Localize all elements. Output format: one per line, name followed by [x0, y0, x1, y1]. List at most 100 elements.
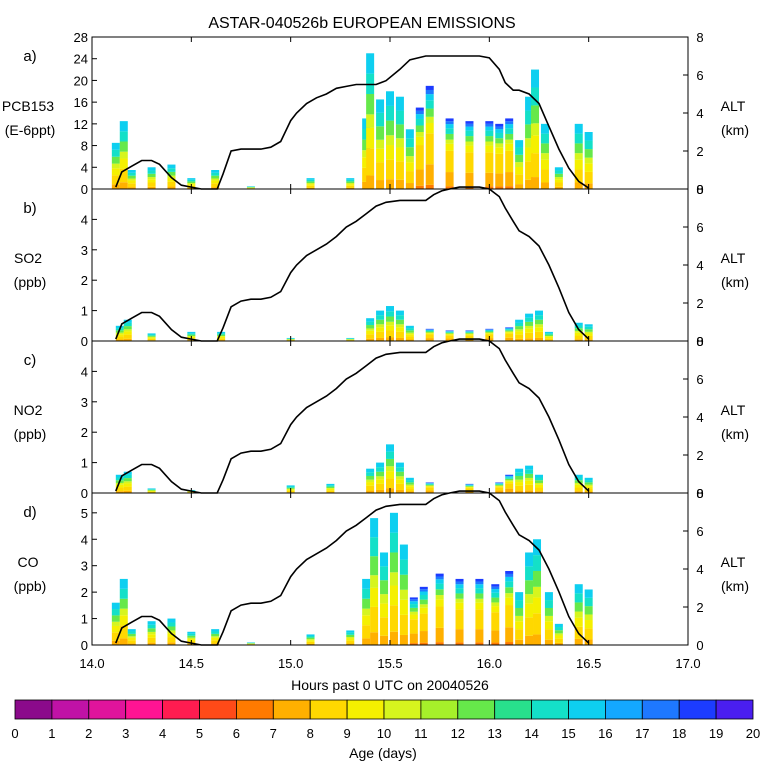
- panel-2-bar-17-seg-5: [535, 477, 543, 481]
- panel-3-bar-9-seg-6: [346, 630, 355, 633]
- panel-0-bar-6-seg-6: [211, 170, 220, 173]
- panel-1-bar-9-seg-5: [386, 311, 394, 317]
- panel-3-bar-2-seg-5: [127, 631, 136, 634]
- panel-3-bar-26-seg-6: [554, 623, 563, 628]
- panel-1-bar-22-seg-4: [584, 329, 593, 332]
- panel-0-bar-2-seg-0: [127, 187, 136, 189]
- panel-3-bar-13-seg-0: [389, 631, 398, 645]
- panel-3-bar-5-seg-3: [187, 637, 196, 640]
- panel-0-bar-19-seg-2: [465, 152, 474, 173]
- panel-0-bar-21: [495, 123, 504, 189]
- panel-0-bar-28-seg-2: [574, 159, 583, 170]
- panel-0-bar-16-seg-4: [415, 132, 424, 137]
- panel-2-bar-10-seg-1: [405, 488, 414, 492]
- panel-3-bar-18-seg-0: [455, 642, 464, 645]
- panel-2-bar-15-seg-5: [515, 472, 524, 476]
- panel-3-bar-17-seg-3: [435, 599, 444, 607]
- panel-2-altitude-line: [115, 338, 590, 494]
- panel-1-bar-12-seg-1: [425, 338, 434, 341]
- panel-3-bar-23-seg-5: [525, 566, 534, 581]
- panel-0-bar-11: [366, 53, 375, 189]
- panel-3-alt-unit: (km): [721, 578, 749, 594]
- panel-3-bar-21-seg-2: [505, 605, 514, 628]
- panel-3-bar-23: [525, 552, 534, 645]
- panel-0-bar-23-seg-1: [515, 174, 524, 185]
- panel-0-bar-27-seg-2: [554, 179, 563, 183]
- panel-2-bar-5-seg-2: [326, 488, 335, 491]
- panel-3-bar-26-seg-2: [554, 635, 563, 639]
- colorbar-swatch-16: [605, 699, 643, 720]
- panel-0-bar-18-seg-8: [445, 121, 454, 125]
- panel-3-bar-0-seg-6: [111, 602, 120, 610]
- panel-0-bar-13: [386, 91, 394, 189]
- panel-1-alt-label: ALT: [721, 250, 746, 266]
- panel-3-bar-17-seg-0: [435, 642, 444, 645]
- panel-3-bar-18-seg-1: [455, 629, 464, 643]
- panel-2-bar-13-seg-2: [495, 487, 504, 491]
- panel-2-bar-14-seg-9: [505, 474, 514, 476]
- colorbar-tick-11: 11: [414, 726, 428, 741]
- panel-1-bar-21-seg-0: [574, 339, 583, 341]
- panel-3-bar-20-seg-8: [491, 586, 500, 590]
- panel-1: 0 1 2 3 4 0 2 4 6 8 b) SO2 (ppb) ALT (km): [14, 182, 749, 349]
- panel-1-bar-11-seg-6: [405, 325, 414, 329]
- panel-1-bar-8-seg-5: [376, 315, 385, 320]
- panel-3-bar-21-seg-1: [505, 627, 514, 643]
- panel-3-bar-15-seg-9: [409, 597, 418, 600]
- panel-2-bar-1-seg-4: [123, 478, 132, 482]
- panel-1-bar-11-seg-1: [405, 336, 414, 340]
- panel-0-bar-14-seg-0: [395, 179, 404, 189]
- panel-2-bar-12-seg-4: [465, 486, 474, 488]
- panel-0-bar-11-seg-1: [366, 148, 375, 176]
- panel-0-bar-12-seg-1: [376, 162, 385, 181]
- panel-0-bar-5-seg-5: [187, 179, 196, 182]
- panel-0-bar-17-seg-9: [425, 85, 434, 90]
- panel-0-bar-19: [465, 121, 474, 189]
- panel-3-bar-16-seg-2: [419, 613, 428, 632]
- panel-0-bar-8-seg-2: [306, 184, 315, 186]
- panel-1-bar-20-seg-4: [544, 334, 553, 336]
- panel-3-bar-15-seg-5: [409, 607, 418, 612]
- panel-3-ytick-1: 1: [81, 612, 88, 627]
- panel-0-bar-23-seg-3: [515, 162, 524, 168]
- colorbar-swatch-18: [678, 699, 717, 720]
- panel-2-bar-15-seg-1: [515, 485, 524, 491]
- colorbar-swatch-2: [88, 699, 127, 720]
- panel-1-bar-16-seg-8: [505, 327, 514, 329]
- panel-3-bar-21: [505, 570, 514, 645]
- panel-1-ytick-4: 4: [81, 212, 88, 227]
- panel-3-bar-8-seg-3: [306, 639, 315, 641]
- panel-0-bar-6-seg-0: [211, 187, 220, 189]
- panel-1-ytick-2: 2: [81, 273, 88, 288]
- panel-1-bar-14-seg-5: [465, 332, 474, 334]
- panel-1-bar-15-seg-6: [485, 330, 494, 332]
- panel-2-alt-tick-3: 6: [696, 372, 703, 387]
- panel-3-bar-18-seg-6: [455, 588, 464, 594]
- colorbar-tick-17: 17: [635, 726, 649, 741]
- panel-0-bar-4-seg-0: [167, 186, 176, 189]
- panel-0-bar-20-seg-3: [485, 145, 494, 153]
- panel-3-bar-3-seg-0: [147, 642, 156, 645]
- panel-1-bar-8-seg-1: [376, 331, 385, 338]
- panel-3-bar-12-seg-0: [380, 635, 389, 645]
- panel-2-bar-13: [495, 482, 504, 493]
- panel-2-bar-6-seg-6: [366, 468, 375, 473]
- panel-2-bar-18-seg-6: [574, 474, 583, 478]
- panel-0-bar-24-seg-3: [525, 138, 534, 148]
- panel-0-bar-25-seg-2: [531, 135, 540, 154]
- colorbar-swatch-10: [383, 699, 422, 720]
- panel-3-bar-14-seg-0: [399, 634, 408, 645]
- panel-3-bar-20-seg-2: [491, 612, 500, 631]
- panel-0-bar-27-seg-0: [554, 186, 563, 189]
- panel-0-ytick-7: 28: [74, 30, 88, 45]
- panel-2-bar-11-seg-4: [425, 485, 434, 487]
- panel-3-bar-17-seg-6: [435, 583, 444, 590]
- panel-2-species: NO2: [14, 402, 43, 418]
- panel-1-bar-12-seg-6: [425, 330, 434, 332]
- panel-1-bar-18-seg-4: [525, 321, 534, 326]
- panel-0-bar-9-seg-1: [346, 185, 355, 188]
- panel-3-bar-18-seg-8: [455, 581, 464, 585]
- panel-2-bar-14-seg-7: [505, 476, 514, 478]
- panel-0-bar-20: [485, 121, 494, 189]
- panel-0-bar-18-seg-4: [445, 139, 454, 144]
